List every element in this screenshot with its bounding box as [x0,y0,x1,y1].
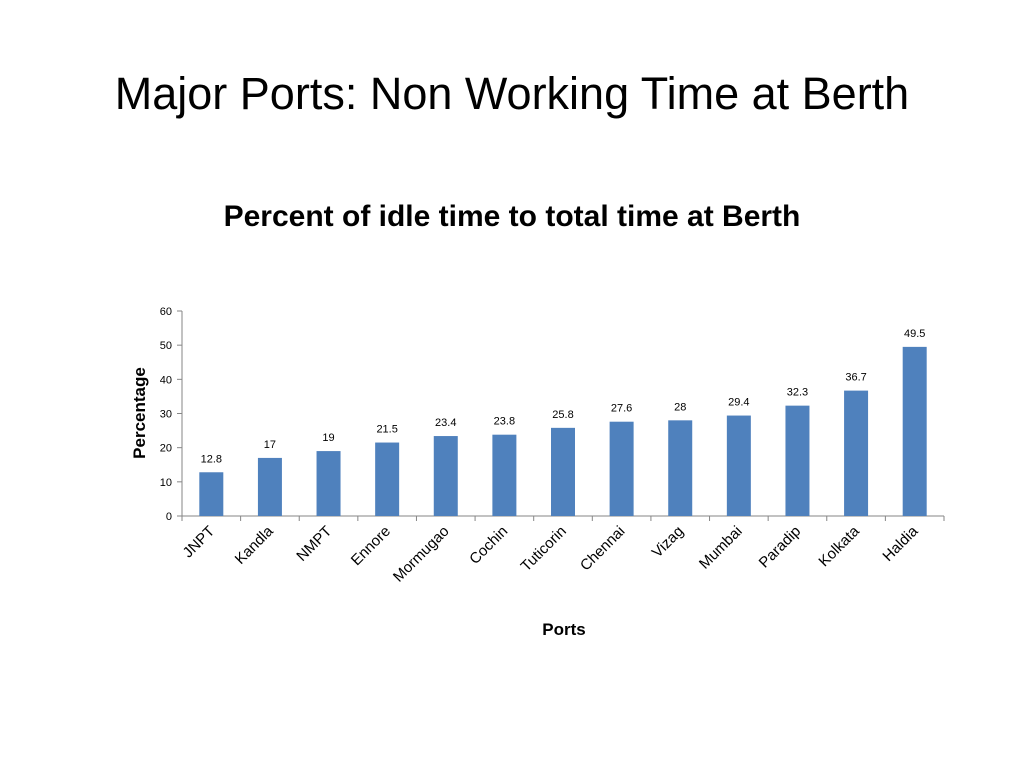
category-label: JNPT [180,523,219,562]
category-label: NMPT [293,523,335,565]
bar-jnpt [199,472,224,516]
category-label: Mormugao [390,523,453,586]
bar-haldia [902,346,927,516]
x-axis-title: Ports [542,620,585,639]
data-label: 17 [264,439,276,451]
bar-chennai [609,421,634,516]
y-tick-label: 50 [160,340,172,352]
y-tick-label: 20 [160,443,172,455]
bar-kolkata [844,390,869,516]
bar-kandla [257,457,282,516]
category-label: Cochin [466,523,511,568]
y-axis-title: Percentage [130,367,149,459]
data-label: 36.7 [845,372,866,384]
y-tick-label: 40 [160,374,172,386]
category-label: Mumbai [696,523,746,573]
data-label: 21.5 [376,424,397,436]
bar-mormugao [433,436,458,516]
bar-ennore [375,442,400,516]
bar-mumbai [726,415,751,516]
data-label: 19 [322,432,334,444]
chart-title: Percent of idle time to total time at Be… [224,200,801,233]
y-tick-label: 60 [160,306,172,318]
bar-vizag [668,420,693,516]
data-label: 32.3 [787,387,808,399]
category-label: Haldia [879,522,922,565]
data-label: 29.4 [728,397,749,409]
y-tick-label: 30 [160,409,172,421]
category-label: Ennore [348,523,394,569]
bar-cochin [492,434,517,516]
data-label: 27.6 [611,403,632,415]
data-label: 23.4 [435,417,456,429]
y-tick-label: 10 [160,477,172,489]
category-label: Kolkata [815,522,863,570]
bar-tuticorin [551,427,575,516]
category-label: Chennai [577,523,629,575]
bar-nmpt [316,451,341,516]
category-label: Tuticorin [518,523,570,575]
category-label: Vizag [649,523,687,561]
slide-title: Major Ports: Non Working Time at Berth [114,68,910,119]
bar-paradip [785,405,810,516]
data-label: 23.8 [494,416,515,428]
category-label: Kandla [232,522,278,568]
y-tick-label: 0 [166,511,172,523]
data-label: 12.8 [201,453,222,465]
data-label: 49.5 [904,328,925,340]
data-label: 25.8 [552,409,573,421]
category-label: Paradip [756,523,805,572]
data-label: 28 [674,401,686,413]
